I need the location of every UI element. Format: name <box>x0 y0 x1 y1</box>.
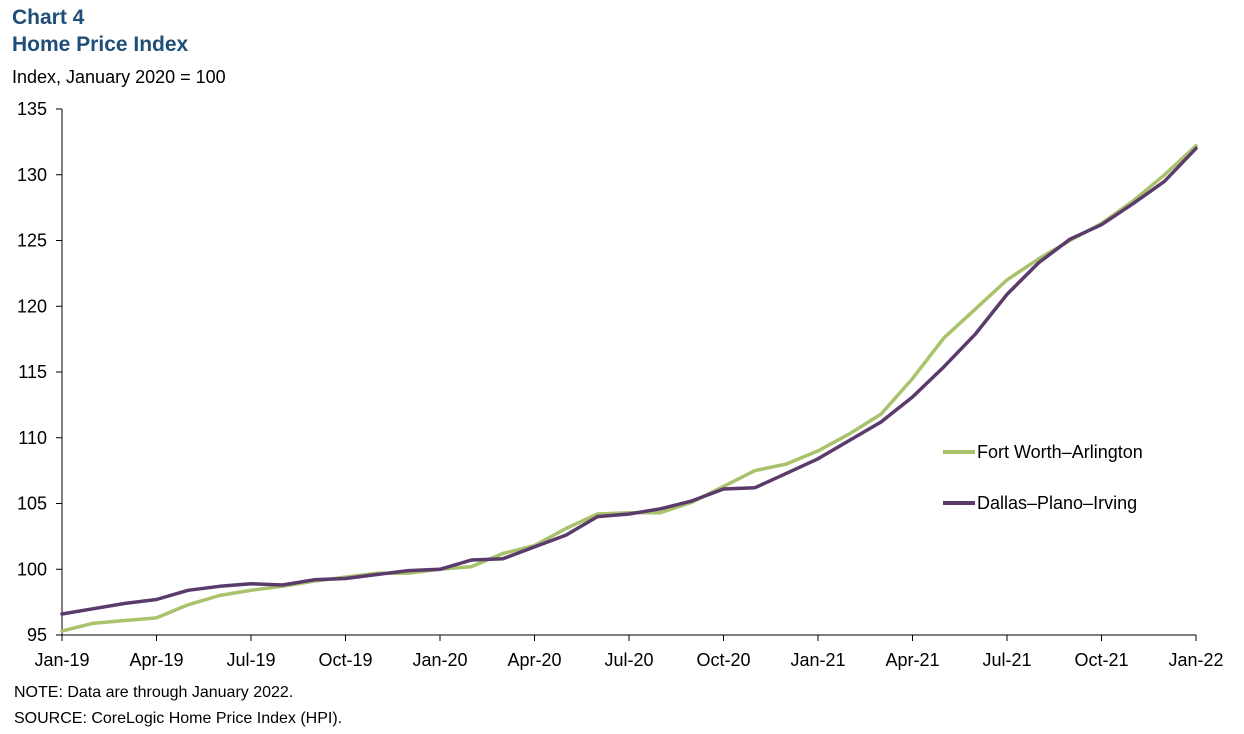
unit-label: Index, January 2020 = 100 <box>12 67 226 87</box>
y-tick-label: 115 <box>18 362 47 382</box>
legend-label: Fort Worth–Arlington <box>977 442 1143 462</box>
x-tick-label: Apr-20 <box>507 650 561 670</box>
x-tick-label: Jul-21 <box>982 650 1031 670</box>
chart-title: Home Price Index <box>12 33 189 56</box>
x-tick-label: Jan-21 <box>790 650 845 670</box>
x-tick-label: Jan-19 <box>34 650 89 670</box>
series-line-fort-worth-arlington <box>60 144 1198 633</box>
legend-label: Dallas–Plano–Irving <box>977 493 1137 513</box>
y-axis-ticks: 95 100 105 110 115 120 125 130 135 <box>17 99 62 645</box>
y-tick-label: 105 <box>17 494 47 514</box>
chart-series <box>60 144 1198 633</box>
y-tick-label: 120 <box>17 296 47 316</box>
x-tick-label: Oct-21 <box>1074 650 1128 670</box>
y-tick-label: 95 <box>27 625 47 645</box>
x-tick-label: Oct-19 <box>318 650 372 670</box>
chart-number: Chart 4 <box>12 6 85 29</box>
x-tick-label: Jan-22 <box>1168 650 1223 670</box>
chart-source: SOURCE: CoreLogic Home Price Index (HPI)… <box>14 710 343 727</box>
x-tick-label: Apr-19 <box>129 650 183 670</box>
x-tick-label: Jan-20 <box>412 650 467 670</box>
series-line-dallas-plano-irving <box>60 146 1198 616</box>
y-tick-label: 130 <box>17 165 47 185</box>
chart-note: NOTE: Data are through January 2022. <box>14 684 294 701</box>
y-tick-label: 100 <box>17 559 47 579</box>
x-tick-label: Oct-20 <box>696 650 750 670</box>
x-tick-label: Apr-21 <box>885 650 939 670</box>
chart-legend: Fort Worth–Arlington Dallas–Plano–Irving <box>943 442 1143 513</box>
x-axis-ticks: Jan-19 Apr-19 Jul-19 Oct-19 Jan-20 Apr-20 Jul-… <box>34 635 1224 670</box>
y-tick-label: 110 <box>18 428 47 448</box>
x-tick-label: Jul-19 <box>226 650 275 670</box>
y-tick-label: 135 <box>17 99 47 119</box>
y-tick-label: 125 <box>17 231 47 251</box>
x-tick-label: Jul-20 <box>604 650 653 670</box>
chart-axes <box>61 109 1196 636</box>
